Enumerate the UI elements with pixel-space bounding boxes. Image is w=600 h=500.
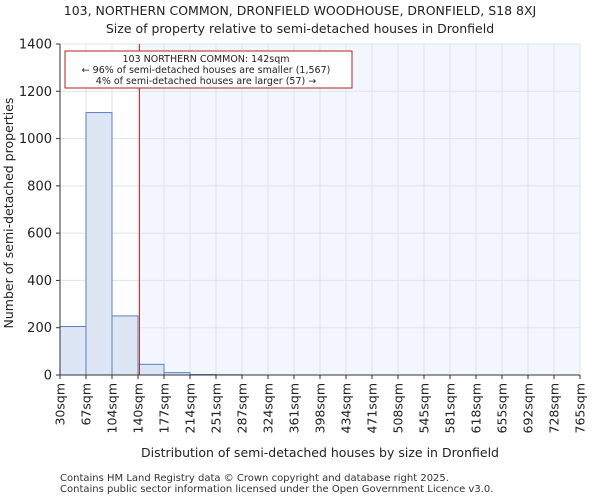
x-tick-label: 655sqm <box>495 383 510 433</box>
y-tick-label: 600 <box>27 227 52 242</box>
annotation-line3: 4% of semi-detached houses are larger (5… <box>96 76 316 87</box>
bar <box>59 326 87 376</box>
x-tick-label: 361sqm <box>287 383 302 433</box>
footer-copyright: Contains HM Land Registry data © Crown c… <box>60 473 449 484</box>
x-tick-label: 140sqm <box>131 383 146 433</box>
x-tick-label: 324sqm <box>261 383 276 433</box>
x-tick-label: 251sqm <box>209 383 224 433</box>
chart-title: 103, NORTHERN COMMON, DRONFIELD WOODHOUS… <box>63 3 537 18</box>
annotation-box <box>64 50 353 89</box>
y-tick-label: 1400 <box>19 38 52 53</box>
x-tick-label: 728sqm <box>547 383 562 433</box>
x-tick-label: 287sqm <box>235 383 250 433</box>
x-tick-label: 214sqm <box>183 383 198 433</box>
x-tick-label: 434sqm <box>339 383 354 433</box>
y-tick-label: 1000 <box>19 132 52 147</box>
x-tick-label: 581sqm <box>443 383 458 433</box>
x-tick-label: 398sqm <box>313 383 328 433</box>
histogram-chart: 0 200 400 600 800 1000 1200 1400 30sqm 67sqm 104sq… <box>1 38 588 461</box>
y-tick-label: 0 <box>44 369 52 384</box>
x-tick-label: 765sqm <box>573 383 588 433</box>
x-tick-label: 692sqm <box>521 383 536 433</box>
x-tick-label: 67sqm <box>79 383 94 426</box>
y-tick-label: 800 <box>27 179 52 194</box>
y-tick-label: 400 <box>27 274 52 289</box>
chart-subtitle: Size of property relative to semi-detach… <box>105 21 495 36</box>
x-tick-label: 30sqm <box>53 383 68 426</box>
x-tick-label: 104sqm <box>105 383 120 433</box>
x-tick-label: 471sqm <box>365 383 380 433</box>
x-tick-label: 508sqm <box>391 383 406 433</box>
x-tick-label: 618sqm <box>469 383 484 433</box>
bar <box>85 112 113 376</box>
y-tick-label: 200 <box>27 321 52 336</box>
bar <box>111 315 139 376</box>
annotation-line1: 103 NORTHERN COMMON: 142sqm <box>123 54 290 65</box>
highlight-region <box>139 44 581 375</box>
annotation-line2: ← 96% of semi-detached houses are smalle… <box>82 65 331 76</box>
x-axis-label: Distribution of semi-detached houses by … <box>141 445 499 460</box>
footer-licence: Contains public sector information licen… <box>60 484 494 495</box>
y-tick-label: 1200 <box>19 85 52 100</box>
x-tick-label: 177sqm <box>157 383 172 433</box>
x-tick-label: 545sqm <box>417 383 432 433</box>
bar <box>137 363 165 376</box>
y-axis-label: Number of semi-detached properties <box>1 98 16 329</box>
